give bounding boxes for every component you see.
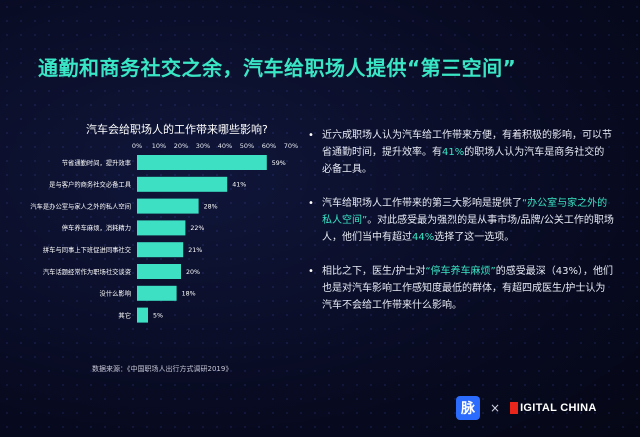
bullet-text: 近六成职场人认为汽车给工作带来方便，有着积极的影响，可以节省通勤时间，提升效率。… <box>322 130 612 175</box>
bullet-text: 汽车给职场人工作带来的第三大影响是提供了“办公室与家之外的私人空间”。对此感受最… <box>322 198 614 243</box>
page-title: 通勤和商务社交之余，汽车给职场人提供“第三空间” <box>38 56 517 80</box>
bullet-item-1: • 近六成职场人认为汽车给工作带来方便，有着积极的影响，可以节省通勤时间，提升效… <box>308 127 614 178</box>
x-tick-label: 60% <box>262 142 276 150</box>
digital-china-mark-icon <box>510 402 519 414</box>
category-label: 汽车是办公室与家人之外的私人空间 <box>30 201 131 210</box>
bullet-item-3: • 相比之下，医生/护士对“停车养车麻烦”的感受最深（43%），他们也是对汽车影… <box>308 263 614 314</box>
data-label: 22% <box>190 225 204 232</box>
category-label: 节省通勤时间，提升效率 <box>62 158 131 167</box>
bullet-dot-icon: • <box>308 266 314 277</box>
maimai-logo: 脉 <box>456 396 480 420</box>
category-label: 拼车与同事上下班促进同事社交 <box>43 245 132 254</box>
bullet-dot-icon: • <box>308 130 314 141</box>
bar <box>137 155 267 170</box>
bullet-text-segment: 选择了这一选项。 <box>434 232 515 243</box>
bar <box>137 264 181 279</box>
highlight-text: “办公室与家之外的私人空间” <box>322 198 608 226</box>
x-tick-label: 50% <box>240 142 254 150</box>
bullet-text-segment: 相比之下，医生/护士对 <box>322 266 426 277</box>
bullet-text-segment: 的感受最深（43%），他们也是对汽车影响工作感知度最低的群体，有超四成医生/护士… <box>322 266 613 311</box>
bullet-list: • 近六成职场人认为汽车给工作带来方便，有着积极的影响，可以节省通勤时间，提升效… <box>308 127 614 331</box>
x-tick-label: 70% <box>284 142 298 150</box>
bar <box>137 285 177 301</box>
bullet-text-segment: 。对此感受最为强烈的是从事市场/品牌/公关工作的职场人，他们当中有超过 <box>322 215 614 243</box>
x-tick-label: 10% <box>152 142 166 150</box>
data-label: 5% <box>153 312 163 319</box>
bar <box>137 307 148 323</box>
data-label: 21% <box>188 247 202 254</box>
bullet-text-segment: 近六成职场人认为汽车给工作带来方便，有着积极的影响，可以节省通勤时间，提升效率。… <box>322 130 612 158</box>
bar <box>137 176 228 192</box>
digital-china-wordmark: IGITAL CHINA <box>520 402 597 414</box>
bullet-text-segment: 汽车给职场人工作带来的第三大影响是提供了 <box>322 198 522 209</box>
category-label: 其它 <box>118 310 131 319</box>
highlight-text: 44% <box>412 232 435 243</box>
category-label: 没什么影响 <box>100 289 131 298</box>
digital-china-logo: IGITAL CHINA <box>510 402 597 414</box>
bar <box>137 220 186 236</box>
collab-separator: × <box>490 401 501 415</box>
bullet-text: 相比之下，医生/护士对“停车养车麻烦”的感受最深（43%），他们也是对汽车影响工… <box>322 266 613 311</box>
x-tick-label: 30% <box>196 142 210 150</box>
category-label: 停车养车麻烦，消耗精力 <box>62 223 131 232</box>
data-label: 41% <box>232 182 246 189</box>
bar <box>137 242 184 258</box>
x-tick-label: 0% <box>132 142 142 150</box>
bullet-dot-icon: • <box>308 198 314 209</box>
footer-logos: 脉 × IGITAL CHINA <box>456 396 597 420</box>
bar <box>137 198 199 214</box>
chart-title: 汽车会给职场人的工作带来哪些影响? <box>86 123 268 136</box>
data-label: 59% <box>272 160 286 167</box>
data-source: 数据来源：《中国职场人出行方式调研2019》 <box>92 365 233 373</box>
bullet-item-2: • 汽车给职场人工作带来的第三大影响是提供了“办公室与家之外的私人空间”。对此感… <box>308 195 614 246</box>
data-label: 20% <box>186 269 200 276</box>
data-label: 28% <box>204 203 218 210</box>
x-tick-label: 40% <box>218 142 232 150</box>
category-label: 汽车话题经常作为职场社交谈资 <box>43 267 131 276</box>
x-tick-label: 20% <box>174 142 188 150</box>
category-label: 是与客户的商务社交必备工具 <box>49 180 132 189</box>
bullet-text-segment: 的职场人认为汽车是商务社交的必备工具。 <box>322 147 605 175</box>
data-label: 18% <box>182 291 196 298</box>
highlight-text: 41% <box>442 147 465 158</box>
highlight-text: “停车养车麻烦” <box>425 266 496 277</box>
